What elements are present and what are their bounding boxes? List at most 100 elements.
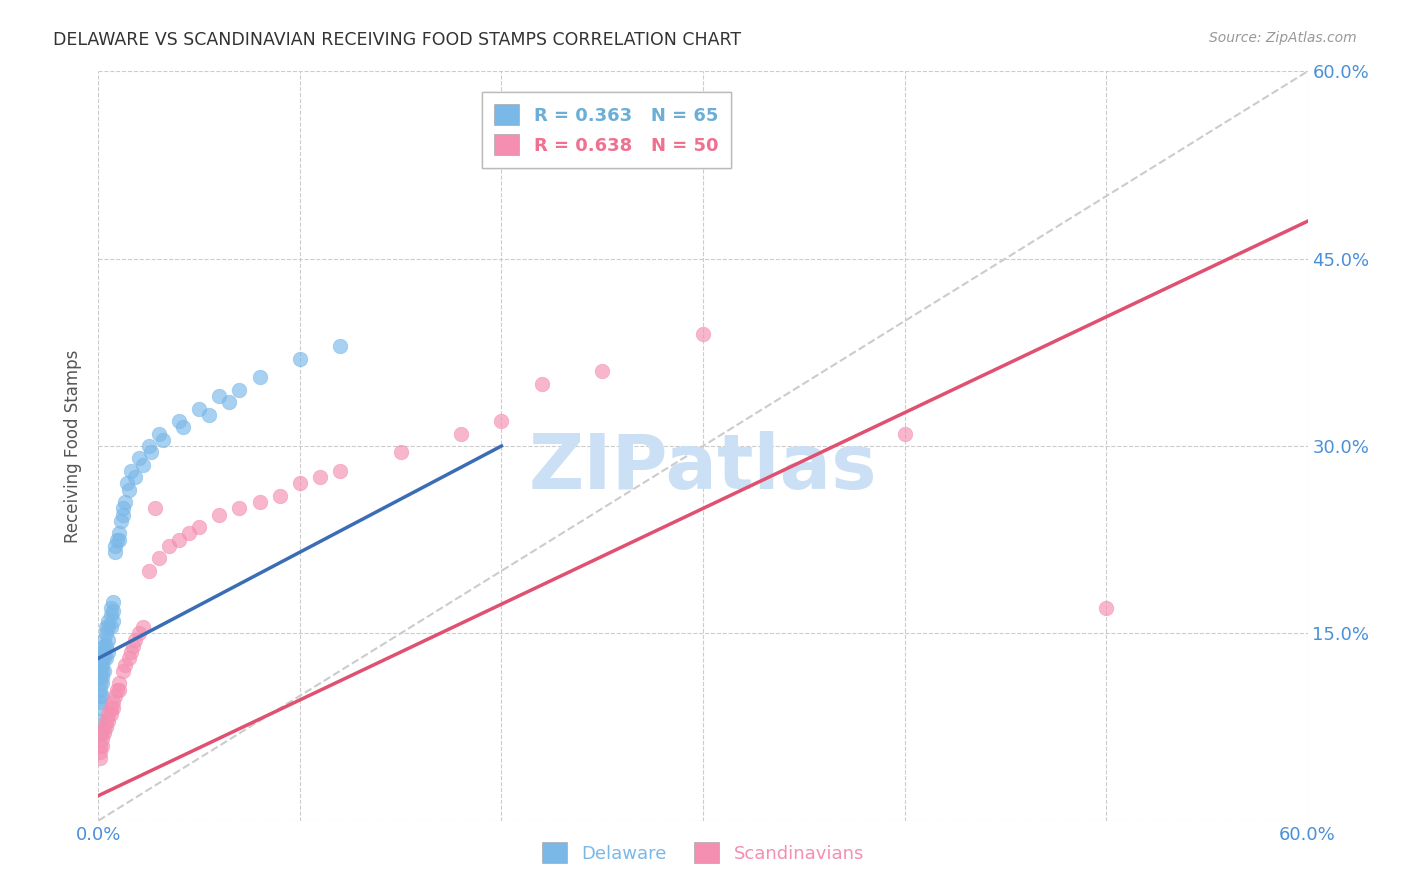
Point [152, 433, 174, 447]
Point [89, 676, 111, 690]
Point [97, 614, 120, 628]
Point [89, 695, 111, 709]
Text: Source: ZipAtlas.com: Source: ZipAtlas.com [1209, 31, 1357, 45]
Point [143, 501, 166, 516]
Legend: R = 0.363   N = 65, R = 0.638   N = 50: R = 0.363 N = 65, R = 0.638 N = 50 [481, 92, 731, 168]
Point [101, 595, 124, 609]
Point [491, 414, 513, 428]
Point [249, 495, 271, 509]
Point [89, 682, 111, 697]
Point [96, 620, 118, 634]
Point [249, 370, 271, 384]
Point [208, 508, 231, 522]
Point [89, 670, 111, 684]
Point [96, 626, 118, 640]
Point [89, 689, 111, 703]
Point [329, 339, 352, 353]
Point [288, 351, 311, 366]
Point [97, 707, 120, 722]
Point [96, 720, 118, 734]
Point [91, 670, 114, 684]
Point [105, 533, 128, 547]
Point [100, 701, 122, 715]
Point [91, 676, 114, 690]
Point [188, 520, 211, 534]
Point [288, 476, 311, 491]
Point [139, 445, 162, 459]
Point [208, 389, 231, 403]
Point [179, 526, 201, 541]
Point [121, 639, 143, 653]
Point [1095, 601, 1118, 615]
Point [100, 607, 122, 622]
Point [89, 751, 111, 765]
Point [89, 739, 111, 753]
Point [107, 676, 129, 690]
Point [124, 632, 146, 647]
Point [96, 714, 118, 728]
Point [91, 651, 114, 665]
Point [114, 495, 136, 509]
Point [228, 383, 250, 397]
Text: DELAWARE VS SCANDINAVIAN RECEIVING FOOD STAMPS CORRELATION CHART: DELAWARE VS SCANDINAVIAN RECEIVING FOOD … [53, 31, 741, 49]
Point [228, 501, 250, 516]
Point [97, 620, 120, 634]
Point [530, 376, 553, 391]
Point [101, 695, 124, 709]
Point [167, 414, 190, 428]
Point [198, 408, 221, 422]
Point [138, 439, 160, 453]
Point [115, 476, 138, 491]
Point [89, 664, 111, 678]
Point [132, 620, 155, 634]
Point [93, 651, 115, 665]
Point [101, 604, 124, 618]
Point [105, 682, 128, 697]
Point [450, 426, 472, 441]
Point [91, 664, 114, 678]
Point [91, 739, 114, 753]
Point [107, 682, 129, 697]
Point [124, 470, 146, 484]
Point [103, 689, 125, 703]
Point [101, 701, 124, 715]
Point [269, 489, 291, 503]
Point [89, 714, 111, 728]
Point [91, 726, 114, 740]
Point [93, 645, 115, 659]
Point [157, 539, 180, 553]
Point [100, 601, 122, 615]
Point [97, 645, 120, 659]
Point [309, 470, 332, 484]
Point [103, 539, 125, 553]
Point [100, 707, 122, 722]
Point [120, 645, 142, 659]
Point [118, 651, 141, 665]
Point [329, 464, 352, 478]
Point [218, 395, 240, 409]
Point [89, 701, 111, 715]
Point [389, 445, 412, 459]
Point [148, 426, 170, 441]
Point [188, 401, 211, 416]
Point [93, 720, 115, 734]
Point [91, 689, 114, 703]
Point [101, 614, 124, 628]
Point [97, 714, 120, 728]
Point [93, 639, 115, 653]
Y-axis label: Receiving Food Stamps: Receiving Food Stamps [65, 350, 83, 542]
Legend: Delaware, Scandinavians: Delaware, Scandinavians [531, 831, 875, 874]
Point [111, 664, 134, 678]
Text: ZIPatlas: ZIPatlas [529, 432, 877, 506]
Point [114, 657, 136, 672]
Point [128, 626, 150, 640]
Point [91, 645, 114, 659]
Point [93, 726, 115, 740]
Point [103, 545, 125, 559]
Point [148, 551, 170, 566]
Point [132, 458, 155, 472]
Point [107, 533, 129, 547]
Point [96, 651, 118, 665]
Point [118, 483, 141, 497]
Point [138, 564, 160, 578]
